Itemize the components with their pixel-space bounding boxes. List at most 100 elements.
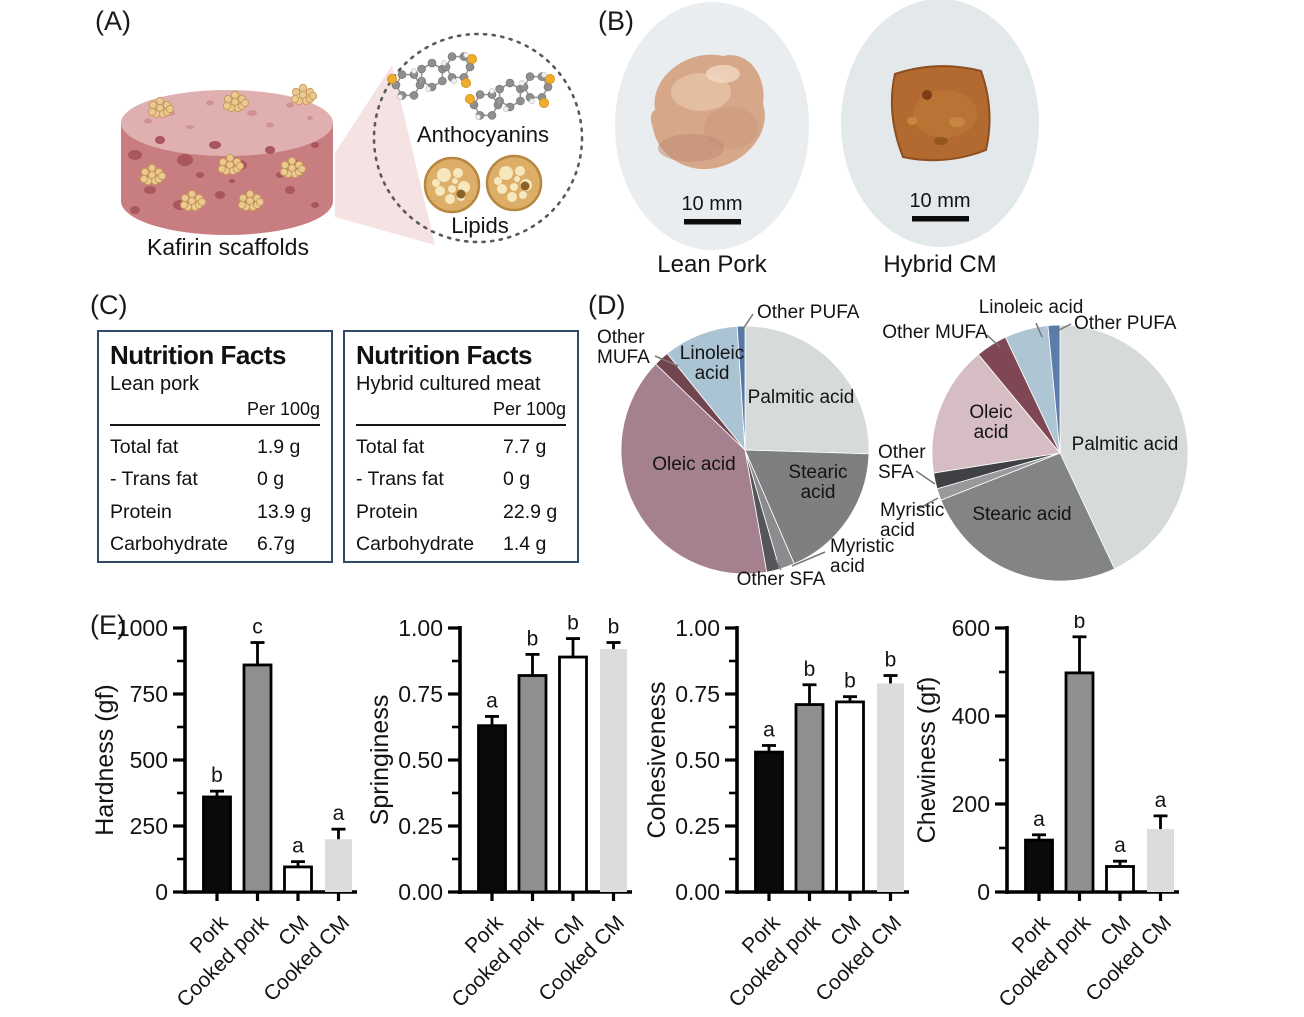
bar-cooked-pork xyxy=(1064,671,1095,894)
bar-cooked-pork xyxy=(517,674,548,894)
scaffold-illustration: Anthocyanins Lipids Kafirin scaffolds xyxy=(121,32,584,260)
anthocyanin-molecules xyxy=(386,52,555,120)
pore xyxy=(144,186,156,194)
table-row: Protein 22.9 g xyxy=(356,500,558,523)
pore xyxy=(285,186,295,194)
chewiness-chart: 0 200 400 600 Chewiness (gf) a Pork b Cooked por… xyxy=(913,610,1217,1017)
photo-lean-pork: 10 mm xyxy=(615,2,809,250)
nf-title: Nutrition Facts xyxy=(356,340,532,370)
pore xyxy=(155,136,165,144)
oxygen-atom xyxy=(464,94,475,105)
pie-slice xyxy=(940,452,1116,582)
y-tick-label: 200 xyxy=(952,791,990,817)
nf-subtitle: Lean pork xyxy=(110,373,199,395)
lean-pork-fatty-acid-composition: Palmitic acidStearicacidMyristicacidOthe… xyxy=(597,302,894,590)
significance-letter: a xyxy=(333,802,345,825)
pie-slice xyxy=(744,325,870,455)
significance-letter: a xyxy=(763,718,775,741)
bar-pork xyxy=(1024,838,1054,894)
hardness-chart: 0 250 500 750 1000 Hardness (gf) b Pork c Cooked … xyxy=(91,615,395,1017)
table-row: Total fat 1.9 g xyxy=(110,435,301,458)
significance-letter: a xyxy=(292,835,304,858)
panel-d-tag: (D) xyxy=(588,290,626,320)
scale-bar-right xyxy=(912,216,969,222)
significance-letter: b xyxy=(844,670,856,693)
pie-label: SFA xyxy=(878,462,914,483)
pore xyxy=(311,142,319,148)
oxygen-atom xyxy=(460,78,471,89)
scale-text-right: 10 mm xyxy=(909,190,970,212)
leader-line xyxy=(917,497,939,510)
significance-letter: a xyxy=(1155,789,1167,812)
oxygen-atom xyxy=(538,98,549,109)
photo-panel: 10 mm 10 mm Lean Pork Hybrid CM xyxy=(615,0,1039,278)
pie-label: Stearic acid xyxy=(972,504,1071,525)
pie-label: acid xyxy=(801,482,836,503)
table-row: Carbohydrate 1.4 g xyxy=(356,533,547,555)
pie-label: Linoleic acid xyxy=(979,297,1084,318)
bar-pork xyxy=(754,750,784,894)
oxygen-atom xyxy=(466,54,477,65)
nf-per-100g: Per 100g xyxy=(110,399,320,426)
pore xyxy=(265,146,275,154)
panel-a-tag: (A) xyxy=(95,6,131,36)
y-axis-label: Cohesiveness xyxy=(647,681,671,838)
photo-hybrid-cm: 10 mm xyxy=(841,0,1039,247)
table-row: Carbohydrate 6.7g xyxy=(110,533,295,555)
significance-letter: a xyxy=(1114,834,1126,857)
pie-label: Other SFA xyxy=(737,569,826,590)
significance-letter: a xyxy=(486,689,498,712)
y-tick-label: 400 xyxy=(952,703,990,729)
y-tick-label: 0.25 xyxy=(675,813,720,839)
significance-letter: b xyxy=(804,658,816,681)
cohesiveness-chart: 0.00 0.25 0.50 0.75 1.00 Cohesiveness a Pork b Co… xyxy=(643,615,947,1017)
y-axis-label: Chewiness (gf) xyxy=(917,677,941,844)
bar-cooked-pork xyxy=(794,703,825,894)
table-row: Total fat 7.7 g xyxy=(356,435,547,458)
lipid-droplets xyxy=(423,154,543,214)
scale-text-left: 10 mm xyxy=(681,193,742,215)
springiness-chart: 0.00 0.25 0.50 0.75 1.00 Springiness a Pork b Coo… xyxy=(366,612,670,1017)
table-row: - Trans fat 0 g xyxy=(110,468,285,490)
panel-b-tag: (B) xyxy=(598,6,634,36)
y-tick-label: 0.00 xyxy=(398,879,443,905)
significance-letter: b xyxy=(527,627,539,650)
pie-label: Oleic xyxy=(969,402,1012,423)
pie-slice xyxy=(666,325,746,452)
pore xyxy=(209,141,221,149)
oxygen-atom xyxy=(386,74,397,85)
pore xyxy=(311,202,319,208)
leader-line xyxy=(740,313,754,333)
bar-cooked-cm xyxy=(600,649,627,892)
y-tick-label: 0.75 xyxy=(398,681,443,707)
fatty-acid-pie-charts: Palmitic acidStearicacidMyristicacidOthe… xyxy=(597,297,1189,590)
pie-label: Myristic xyxy=(830,536,894,557)
table-row: - Trans fat 0 g xyxy=(356,468,531,490)
leader-line xyxy=(1054,323,1072,333)
nf-title: Nutrition Facts xyxy=(110,340,286,370)
bar-cooked-cm xyxy=(877,683,904,892)
pore xyxy=(196,172,204,178)
nutrition-table-hybrid-cm: Nutrition Facts Hybrid cultured meat Per… xyxy=(343,330,579,563)
pie-label: MUFA xyxy=(597,347,650,368)
leader-line xyxy=(1035,322,1043,338)
pore xyxy=(229,179,235,183)
lean-pork-label: Lean Pork xyxy=(657,251,767,278)
pie-label: Stearic xyxy=(788,462,847,483)
oxygen-atom xyxy=(544,74,555,85)
pie-label: acid xyxy=(695,363,730,384)
bar-cooked-pork xyxy=(242,663,273,894)
pie-slice xyxy=(931,353,1061,474)
pore xyxy=(130,206,140,214)
y-tick-label: 0 xyxy=(977,879,990,905)
significance-letter: b xyxy=(1074,615,1086,633)
significance-letter: b xyxy=(567,615,579,635)
y-tick-label: 250 xyxy=(130,813,168,839)
y-tick-label: 1000 xyxy=(117,615,168,641)
pore xyxy=(177,154,193,166)
bar-pork xyxy=(202,795,232,894)
leader-line xyxy=(791,551,826,567)
bar-cooked-cm xyxy=(325,839,352,892)
significance-letter: c xyxy=(252,616,263,639)
